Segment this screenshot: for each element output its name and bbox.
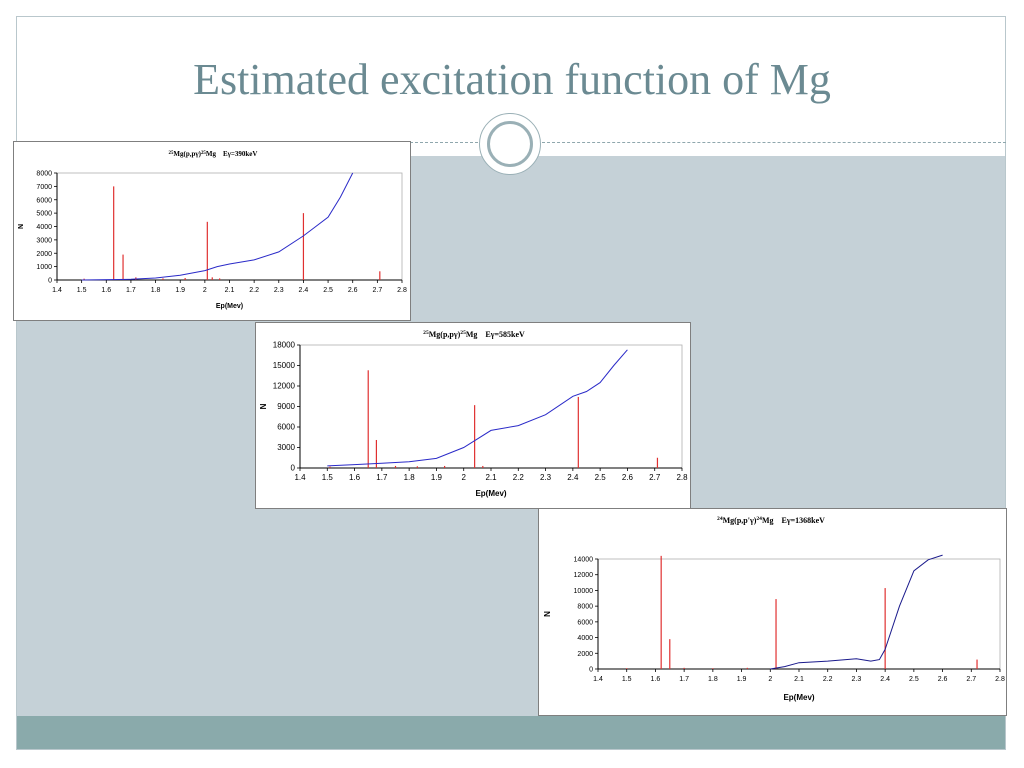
- chart0-ylabel: N: [18, 224, 25, 229]
- chart1-xtick-label: 1.8: [404, 473, 416, 482]
- chart0-ytick-label: 5000: [36, 211, 52, 218]
- chart2-xtick-label: 2.4: [880, 676, 890, 683]
- footer-band: [17, 716, 1005, 749]
- chart2-ytick-label: 10000: [574, 588, 594, 595]
- chart0-curve: [81, 172, 354, 281]
- chart1-xtick-label: 1.6: [349, 473, 361, 482]
- chart2-xtick-label: 1.6: [651, 676, 661, 683]
- chart0-xtick-label: 2.8: [397, 287, 407, 294]
- chart0-xtick-label: 1.4: [52, 287, 62, 294]
- chart2-ylabel: N: [543, 611, 552, 617]
- chart1-ytick-label: 18000: [273, 341, 296, 350]
- chart0-ytick-label: 6000: [36, 197, 52, 204]
- chart0-xtick-label: 1.5: [77, 287, 87, 294]
- chart1-xtick-label: 2.2: [513, 473, 525, 482]
- chart2-ytick-label: 0: [589, 667, 593, 674]
- chart0-title: 25Mg(p,pγ)25Mg Eγ=390keV: [169, 150, 258, 158]
- chart1-xtick-label: 2.5: [595, 473, 607, 482]
- chart0-ytick-label: 4000: [36, 224, 52, 231]
- chart2-xtick-label: 2: [768, 676, 772, 683]
- circle-ornament-icon: [479, 113, 541, 175]
- chart0-ytick-label: 0: [48, 278, 52, 285]
- chart2-xtick-label: 2.1: [794, 676, 804, 683]
- chart2-xtick-label: 2.2: [823, 676, 833, 683]
- chart-panel-585kev: 25Mg(p,pγ)25Mg Eγ=585keV 0 3000 6000 9000 120…: [255, 322, 691, 509]
- chart2-xtick-label: 1.4: [593, 676, 603, 683]
- chart0-xtick-label: 2: [203, 287, 207, 294]
- chart2-xtick-label: 1.7: [679, 676, 689, 683]
- chart1-xtick-label: 2: [461, 473, 466, 482]
- chart2-ytick-label: 4000: [577, 635, 593, 642]
- chart0-ytick-label: 3000: [36, 237, 52, 244]
- chart1-xtick-label: 1.9: [431, 473, 443, 482]
- chart1-xtick-label: 2.8: [676, 473, 688, 482]
- chart2-ytick-label: 8000: [577, 604, 593, 611]
- chart0-xtick-label: 2.3: [274, 287, 284, 294]
- chart1-xtick-label: 1.4: [294, 473, 306, 482]
- title-divider-right: [542, 142, 1006, 143]
- chart1-plot-area: [299, 344, 683, 469]
- chart0-ytick-label: 2000: [36, 251, 52, 258]
- chart0-xlabel: Ep(Mev): [216, 303, 243, 310]
- slide-frame: [16, 16, 1006, 750]
- chart-585kev: 25Mg(p,pγ)25Mg Eγ=585keV 0 3000 6000 9000 120…: [259, 330, 688, 498]
- chart1-xtick-label: 1.5: [322, 473, 334, 482]
- chart0-ytick-label: 7000: [36, 184, 52, 191]
- chart1-title: 25Mg(p,pγ)25Mg Eγ=585keV: [423, 330, 525, 339]
- chart1-xtick-label: 2.6: [622, 473, 634, 482]
- chart0-xtick-label: 2.2: [249, 287, 259, 294]
- chart0-xtick-label: 2.7: [372, 287, 382, 294]
- chart0-xtick-label: 2.1: [225, 287, 235, 294]
- chart2-xlabel: Ep(Mev): [783, 693, 814, 702]
- chart2-ytick-label: 12000: [574, 572, 594, 579]
- chart0-xtick-label: 1.7: [126, 287, 136, 294]
- chart2-curve: [770, 554, 943, 670]
- chart1-ytick-label: 6000: [277, 423, 295, 432]
- chart-390kev: 25Mg(p,pγ)25Mg Eγ=390keV 0 1000 2000 3000 400…: [18, 150, 407, 310]
- chart2-xtick-label: 2.8: [995, 676, 1005, 683]
- chart-panel-390kev: 25Mg(p,pγ)25Mg Eγ=390keV 0 1000 2000 3000 400…: [13, 141, 411, 321]
- chart1-xtick-label: 2.4: [567, 473, 579, 482]
- chart1-xlabel: Ep(Mev): [475, 489, 506, 498]
- chart1-xtick-label: 2.7: [649, 473, 661, 482]
- chart2-plot-area: [597, 558, 1001, 670]
- chart0-xtick-label: 1.9: [175, 287, 185, 294]
- chart2-xtick-label: 2.6: [938, 676, 948, 683]
- chart0-plot-area: [56, 172, 403, 281]
- chart2-xtick-label: 1.5: [622, 676, 632, 683]
- chart0-xtick-label: 1.6: [101, 287, 111, 294]
- chart1-xtick-label: 1.7: [376, 473, 388, 482]
- chart1-xtick-label: 2.3: [540, 473, 552, 482]
- chart2-ytick-label: 14000: [574, 557, 594, 564]
- chart1-curve: [327, 349, 628, 467]
- chart2-xtick-label: 2.7: [966, 676, 976, 683]
- chart2-xtick-label: 1.9: [737, 676, 747, 683]
- chart1-xtick-label: 2.1: [485, 473, 497, 482]
- chart2-xtick-label: 2.5: [909, 676, 919, 683]
- chart2-ytick-label: 6000: [577, 619, 593, 626]
- chart1-ytick-label: 3000: [277, 443, 295, 452]
- chart2-xtick-label: 2.3: [852, 676, 862, 683]
- chart0-xtick-label: 2.4: [299, 287, 309, 294]
- chart0-xtick-label: 2.5: [323, 287, 333, 294]
- chart1-ytick-label: 9000: [277, 402, 295, 411]
- chart1-ylabel: N: [259, 403, 268, 409]
- chart-panel-1368kev: 24Mg(p,p'γ)24Mg Eγ=1368keV 0 2000 4000 6000 8…: [538, 508, 1007, 716]
- chart-1368kev: 24Mg(p,p'γ)24Mg Eγ=1368keV 0 2000 4000 6000 8…: [543, 516, 1005, 702]
- title-divider-left: [410, 142, 478, 143]
- chart2-xtick-label: 1.8: [708, 676, 718, 683]
- chart0-ytick-label: 8000: [36, 171, 52, 178]
- chart1-ytick-label: 0: [291, 464, 296, 473]
- chart0-xtick-label: 1.8: [151, 287, 161, 294]
- slide-title: Estimated excitation function of Mg: [193, 55, 831, 104]
- chart2-title: 24Mg(p,p'γ)24Mg Eγ=1368keV: [717, 516, 825, 525]
- chart2-ytick-label: 2000: [577, 651, 593, 658]
- chart0-ytick-label: 1000: [36, 264, 52, 271]
- chart0-xtick-label: 2.6: [348, 287, 358, 294]
- chart1-ytick-label: 15000: [273, 361, 296, 370]
- chart1-ytick-label: 12000: [273, 382, 296, 391]
